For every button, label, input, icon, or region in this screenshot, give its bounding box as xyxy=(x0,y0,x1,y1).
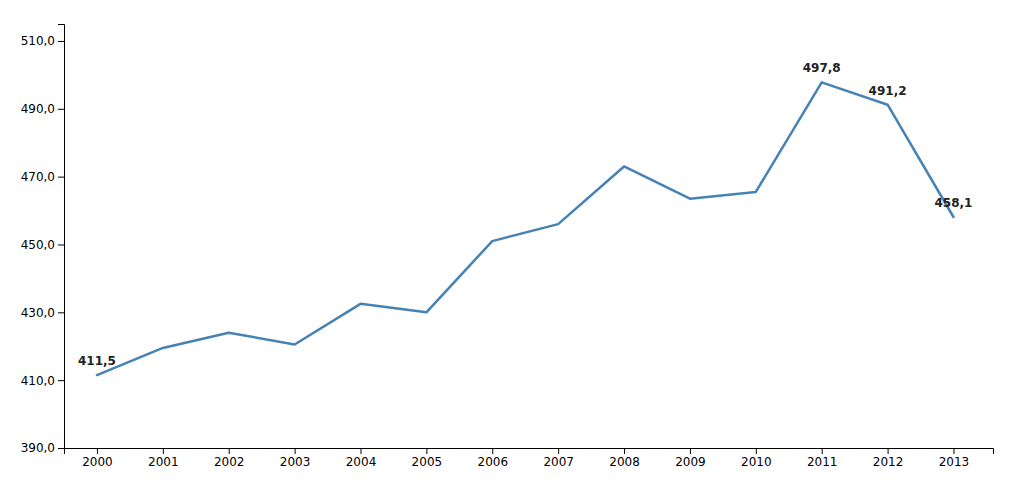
x-tick-label: 2009 xyxy=(675,455,706,469)
y-axis-line xyxy=(58,25,65,449)
x-tick: 2013 xyxy=(939,448,970,469)
x-axis: 2000 2001 2002 2003 2004 2005 2006 2007 2008 2009… xyxy=(65,448,994,469)
x-tick-label: 2012 xyxy=(873,455,904,469)
y-tick-mark xyxy=(58,448,64,449)
x-tick: 2000 xyxy=(82,448,113,469)
y-tick-label: 490,0 xyxy=(21,102,55,116)
y-tick: 390,0 xyxy=(21,441,64,455)
x-tick: 2003 xyxy=(280,448,311,469)
x-tick-label: 2004 xyxy=(346,455,377,469)
annotation: 491,2 xyxy=(869,84,907,98)
x-tick: 2006 xyxy=(477,448,508,469)
y-axis: 390,0 410,0 430,0 450,0 470,0 490,0 510,0 xyxy=(21,25,65,456)
x-tick-label: 2008 xyxy=(609,455,640,469)
x-tick-mark xyxy=(558,448,559,454)
x-tick: 2001 xyxy=(148,448,179,469)
x-tick-label: 2001 xyxy=(148,455,179,469)
chart: 2000 2001 2002 2003 2004 2005 2006 2007 2008 2009… xyxy=(0,0,1017,488)
x-tick: 2009 xyxy=(675,448,706,469)
x-tick-mark xyxy=(295,448,296,454)
y-tick-mark xyxy=(58,380,64,381)
x-tick-label: 2002 xyxy=(214,455,245,469)
x-tick-mark xyxy=(888,448,889,454)
x-tick-mark xyxy=(492,448,493,454)
x-tick: 2010 xyxy=(741,448,772,469)
line xyxy=(97,82,954,375)
y-tick: 430,0 xyxy=(21,306,64,320)
x-tick: 2011 xyxy=(807,448,838,469)
x-tick: 2002 xyxy=(214,448,245,469)
x-tick-mark xyxy=(360,448,361,454)
x-tick-label: 2011 xyxy=(807,455,838,469)
x-tick-label: 2003 xyxy=(280,455,311,469)
x-tick-mark xyxy=(756,448,757,454)
x-tick-mark xyxy=(426,448,427,454)
x-tick: 2007 xyxy=(543,448,574,469)
annotation: 497,8 xyxy=(803,61,841,75)
y-tick: 470,0 xyxy=(21,170,64,184)
plot: 2000 2001 2002 2003 2004 2005 2006 2007 2008 2009… xyxy=(21,25,994,469)
y-tick: 490,0 xyxy=(21,102,64,116)
x-tick-label: 2000 xyxy=(82,455,113,469)
y-tick-mark xyxy=(58,41,64,42)
x-tick-mark xyxy=(624,448,625,454)
x-tick: 2005 xyxy=(412,448,443,469)
annotations: 411,5 497,8 491,2 458,1 xyxy=(78,61,972,368)
annotation: 458,1 xyxy=(934,196,972,210)
x-tick-label: 2013 xyxy=(939,455,970,469)
x-axis-line xyxy=(65,449,994,455)
y-tick-label: 410,0 xyxy=(21,374,55,388)
x-tick-mark xyxy=(822,448,823,454)
x-tick: 2012 xyxy=(873,448,904,469)
y-tick-label: 470,0 xyxy=(21,170,55,184)
x-tick-mark xyxy=(953,448,954,454)
y-tick-mark xyxy=(58,244,64,245)
y-tick-mark xyxy=(58,109,64,110)
y-tick-label: 430,0 xyxy=(21,306,55,320)
x-tick: 2004 xyxy=(346,448,377,469)
y-tick-label: 450,0 xyxy=(21,238,55,252)
y-tick-mark xyxy=(58,177,64,178)
x-tick: 2008 xyxy=(609,448,640,469)
x-tick-label: 2007 xyxy=(543,455,574,469)
x-tick-mark xyxy=(229,448,230,454)
x-tick-mark xyxy=(163,448,164,454)
y-tick: 510,0 xyxy=(21,34,64,48)
y-tick: 450,0 xyxy=(21,238,64,252)
annotation: 411,5 xyxy=(78,354,116,368)
x-tick-label: 2010 xyxy=(741,455,772,469)
x-tick-label: 2005 xyxy=(412,455,443,469)
x-tick-mark xyxy=(97,448,98,454)
y-tick-label: 390,0 xyxy=(21,441,55,455)
x-tick-label: 2006 xyxy=(477,455,508,469)
y-tick-label: 510,0 xyxy=(21,34,55,48)
y-tick: 410,0 xyxy=(21,374,64,388)
marks xyxy=(97,82,954,375)
x-tick-mark xyxy=(690,448,691,454)
y-tick-mark xyxy=(58,312,64,313)
